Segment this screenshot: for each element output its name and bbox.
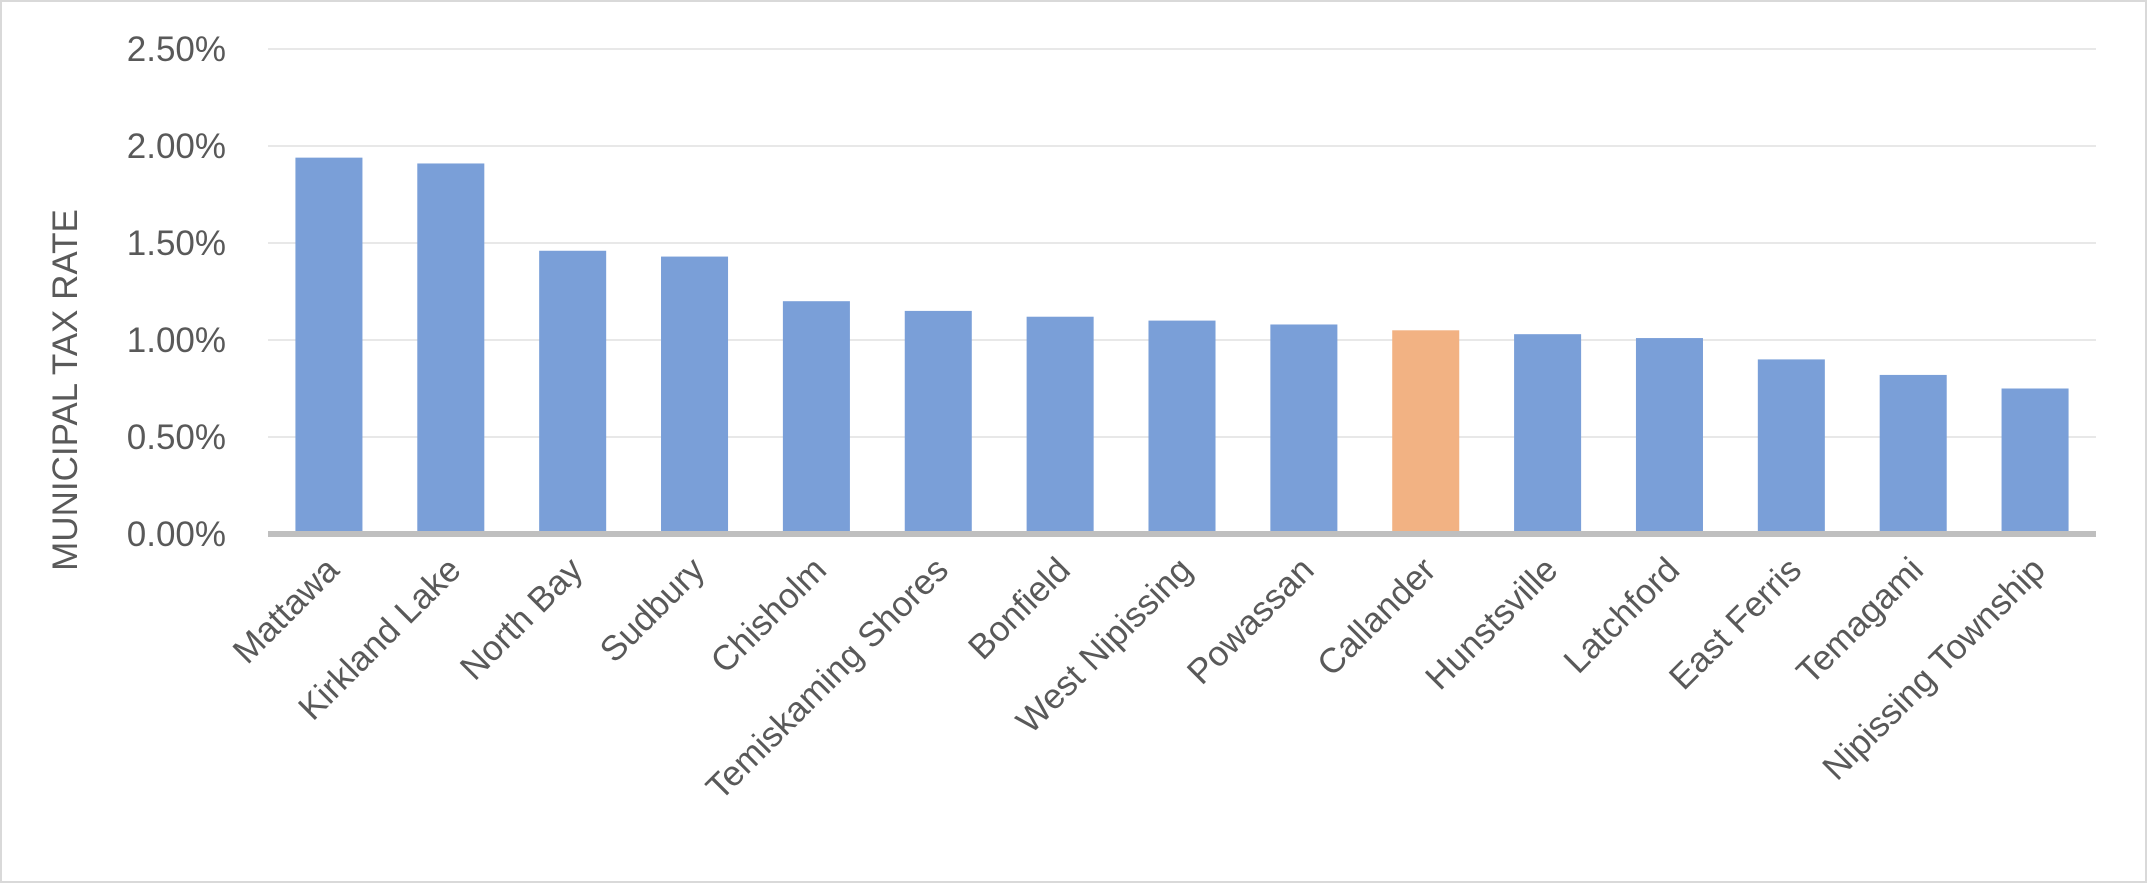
x-category-label: Bonfield xyxy=(961,550,1078,667)
bar-temiskaming-shores xyxy=(904,310,972,534)
y-tick-label: 1.00% xyxy=(127,321,226,360)
bar-latchford xyxy=(1635,338,1703,534)
x-category-label: Mattawa xyxy=(225,550,346,671)
x-category-label: Nipissing Township xyxy=(1815,550,2053,788)
bar-north-bay xyxy=(539,250,607,534)
y-tick-label: 2.50% xyxy=(127,30,226,69)
x-category-label: Latchford xyxy=(1556,550,1687,681)
x-category-label: Temiskaming Shores xyxy=(699,550,956,807)
bar-callander xyxy=(1392,330,1460,534)
x-category-label: Powassan xyxy=(1180,550,1322,692)
y-tick-label: 1.50% xyxy=(127,224,226,263)
x-category-label: Chisholm xyxy=(703,550,834,681)
bar-nipissing-township xyxy=(2001,388,2069,534)
bars xyxy=(295,157,2069,534)
x-category-label: Sudbury xyxy=(592,550,712,670)
bar-mattawa xyxy=(295,157,363,534)
bar-temagami xyxy=(1879,374,1947,534)
y-tick-label: 0.50% xyxy=(127,418,226,457)
bar-powassan xyxy=(1270,324,1338,534)
y-tick-label: 0.00% xyxy=(127,515,226,554)
bar-west-nipissing xyxy=(1148,320,1216,534)
y-axis-tick-labels: 0.00% 0.50% 1.00% 1.50% 2.00% 2.50% xyxy=(127,30,226,554)
bar-chisholm xyxy=(782,301,850,534)
y-axis-title: MUNICIPAL TAX RATE xyxy=(46,209,85,571)
x-category-label: East Ferris xyxy=(1662,550,1809,697)
y-tick-label: 2.00% xyxy=(127,127,226,166)
bar-kirkland-lake xyxy=(417,163,485,534)
bar-east-ferris xyxy=(1757,359,1825,534)
x-category-label: North Bay xyxy=(453,550,591,688)
x-category-label: Hunstsville xyxy=(1418,550,1565,697)
bar-bonfield xyxy=(1026,316,1094,534)
bar-hunstsville xyxy=(1514,334,1582,534)
bar-sudbury xyxy=(661,256,729,534)
